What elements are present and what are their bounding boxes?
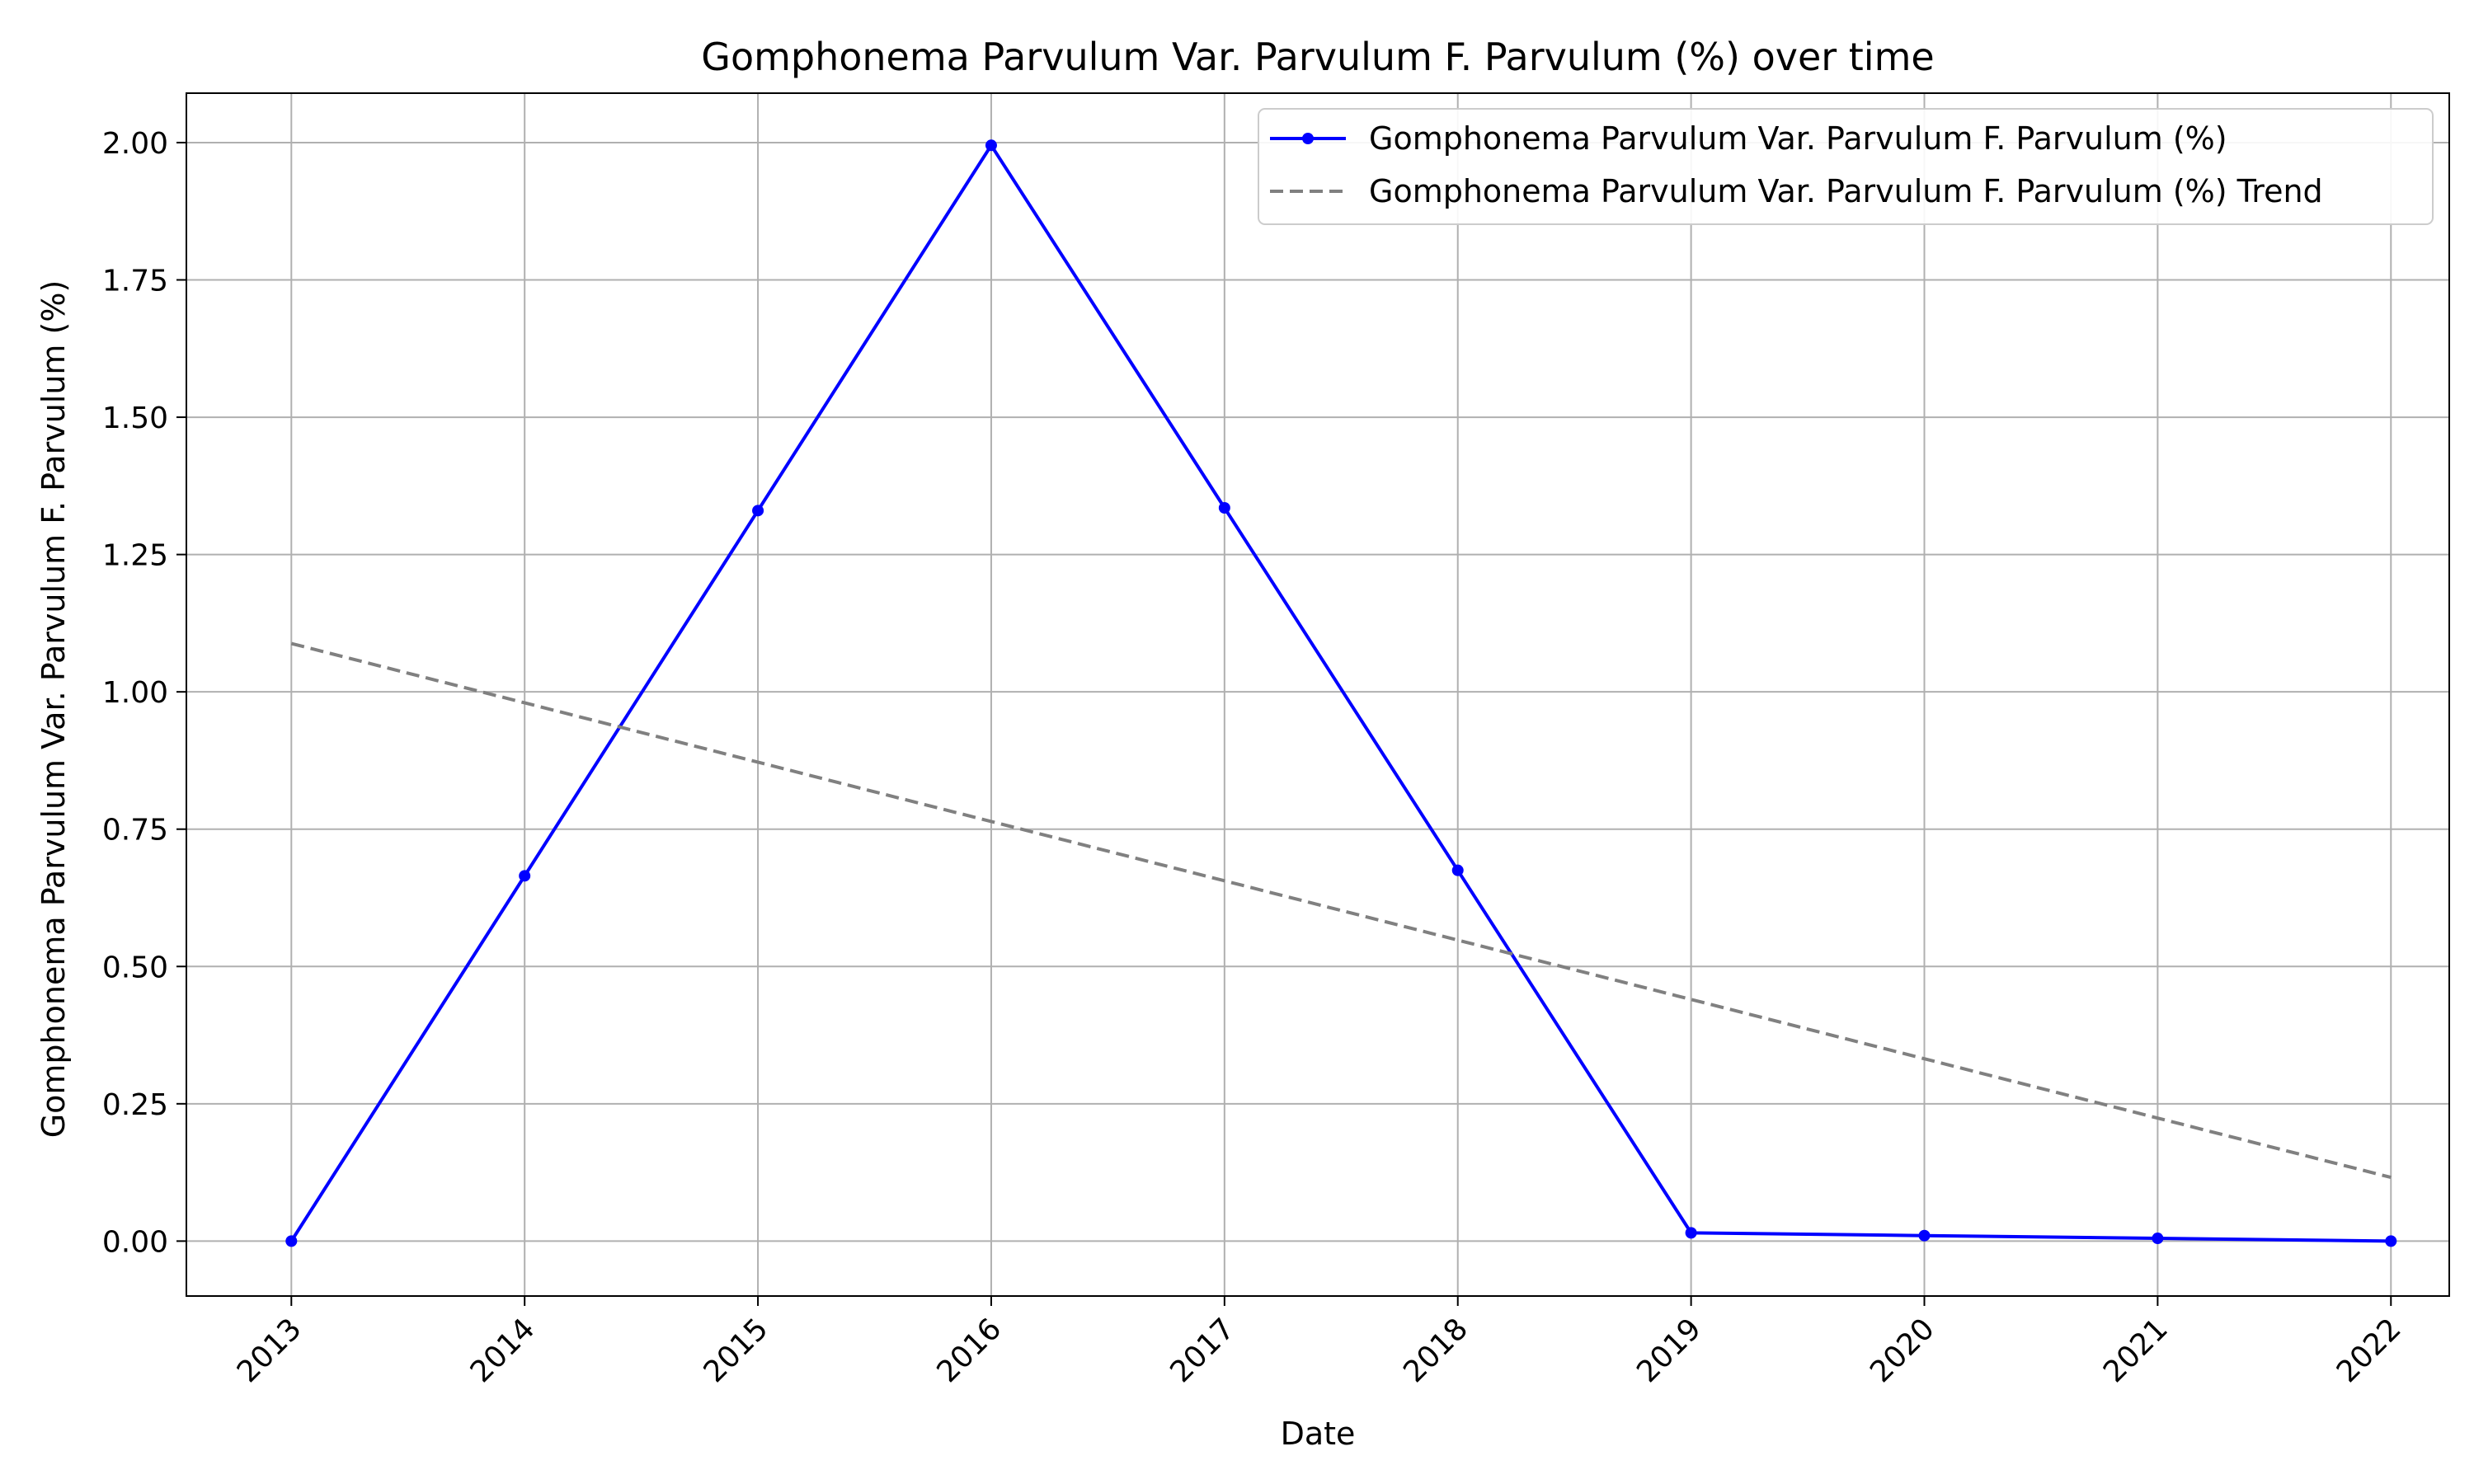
y-tick-label: 1.25 (102, 539, 168, 573)
data-point (1451, 864, 1464, 876)
data-point (1918, 1229, 1931, 1242)
y-tick-label: 0.25 (102, 1088, 168, 1122)
y-axis-title: Gomphonema Parvulum Var. Parvulum F. Par… (35, 280, 72, 1139)
plot-area (186, 93, 2449, 1296)
data-point (519, 870, 531, 882)
data-point (2385, 1235, 2397, 1247)
y-tick-label: 2.00 (102, 127, 168, 161)
chart-title: Gomphonema Parvulum Var. Parvulum F. Par… (701, 35, 1934, 79)
plot-frame (186, 92, 2450, 1297)
y-tick-label: 0.75 (102, 814, 168, 848)
legend-label-main: Gomphonema Parvulum Var. Parvulum F. Par… (1369, 120, 2227, 157)
y-tick-label: 0.50 (102, 951, 168, 984)
y-tick-label: 1.50 (102, 402, 168, 435)
data-point (752, 505, 764, 517)
data-point (2152, 1233, 2164, 1245)
x-axis-title: Date (1281, 1416, 1356, 1452)
data-point (985, 139, 997, 152)
data-point (1685, 1227, 1697, 1239)
legend-label-trend: Gomphonema Parvulum Var. Parvulum F. Par… (1369, 173, 2323, 209)
data-point (285, 1235, 298, 1247)
data-point (1218, 501, 1230, 514)
series-line-trend (290, 641, 2392, 1180)
y-tick-label: 0.00 (102, 1225, 168, 1259)
grid-lines (186, 93, 2449, 1296)
y-axis: 0.00 0.25 0.50 0.75 1.00 1.25 1.50 1.75 2.00 (102, 127, 186, 1259)
legend: Gomphonema Parvulum Var. Parvulum F. Par… (1258, 108, 2434, 225)
legend-box (1258, 108, 2434, 225)
series-line-main (289, 143, 2392, 1243)
y-tick-label: 1.00 (102, 676, 168, 710)
legend-marker-main (1302, 133, 1314, 144)
series-layer (285, 139, 2397, 1247)
y-tick-label: 1.75 (102, 265, 168, 298)
